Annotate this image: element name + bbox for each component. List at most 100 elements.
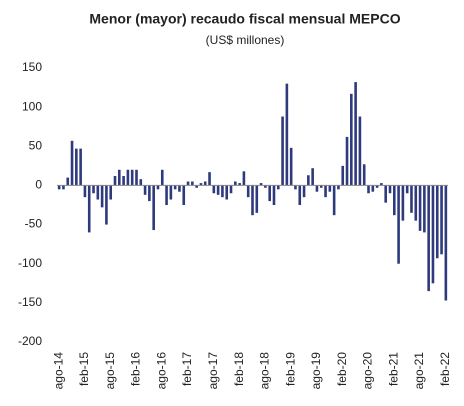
- bar: [148, 185, 151, 202]
- bar: [105, 185, 108, 225]
- bar: [113, 176, 117, 186]
- bar: [358, 116, 362, 186]
- bar: [392, 185, 396, 216]
- bar: [66, 177, 70, 186]
- bar: [79, 148, 82, 186]
- bar: [414, 185, 418, 221]
- x-tick-label: ago-20: [361, 352, 375, 390]
- y-tick-label: 50: [29, 138, 43, 152]
- bar: [289, 147, 293, 186]
- y-tick-label: -50: [25, 217, 43, 231]
- bar: [384, 185, 387, 203]
- bar: [152, 185, 155, 231]
- bar: [272, 185, 276, 205]
- bar: [354, 82, 357, 186]
- bar: [259, 183, 263, 186]
- bar: [324, 185, 327, 198]
- bar: [173, 185, 177, 190]
- bar: [362, 164, 366, 186]
- y-tick-label: -100: [18, 256, 42, 270]
- bar: [423, 185, 426, 233]
- x-tick-label: feb-20: [335, 352, 349, 386]
- bar: [109, 185, 113, 200]
- bar: [135, 169, 138, 186]
- bar: [427, 185, 430, 292]
- bar: [397, 185, 400, 264]
- bar: [251, 185, 254, 216]
- x-tick-label: feb-16: [129, 352, 143, 386]
- bar: [75, 148, 78, 186]
- bar: [100, 185, 104, 208]
- bar: [212, 185, 216, 194]
- bar: [246, 185, 250, 198]
- bar: [319, 185, 323, 188]
- bar: [122, 176, 125, 186]
- bar: [345, 136, 349, 186]
- x-tick-label: ago-21: [412, 352, 426, 390]
- bar: [328, 185, 332, 192]
- bar: [298, 185, 302, 205]
- bar: [92, 185, 95, 194]
- y-tick-label: -150: [18, 295, 42, 309]
- bar: [281, 116, 284, 186]
- bar: [268, 185, 271, 202]
- bar: [83, 185, 87, 198]
- bar: [380, 183, 383, 186]
- bar: [96, 185, 100, 200]
- bar: [315, 185, 319, 192]
- bar: [229, 185, 233, 194]
- x-tick-label: feb-17: [180, 352, 194, 386]
- y-tick-label: 0: [35, 178, 42, 192]
- bar: [418, 185, 422, 231]
- bar: [350, 93, 353, 186]
- bar: [208, 172, 211, 186]
- bar: [294, 185, 297, 190]
- bar: [401, 185, 405, 221]
- bar: [440, 185, 443, 255]
- bar: [57, 185, 61, 190]
- bar: [238, 183, 241, 186]
- x-tick-label: feb-21: [386, 352, 400, 386]
- chart-subtitle: (US$ millones): [206, 33, 285, 47]
- bar: [332, 185, 336, 216]
- bar: [302, 185, 306, 198]
- bar: [234, 181, 237, 186]
- bar: [285, 83, 289, 186]
- bar: [160, 169, 164, 186]
- bar: [87, 185, 91, 233]
- bar: [375, 185, 379, 188]
- bar: [130, 169, 134, 186]
- x-tick-label: feb-22: [438, 352, 452, 386]
- bar: [242, 171, 246, 186]
- x-tick-label: ago-18: [258, 352, 272, 390]
- chart-title: Menor (mayor) recaudo fiscal mensual MEP…: [89, 11, 400, 27]
- x-tick-label: feb-19: [283, 352, 297, 386]
- bar: [62, 185, 65, 190]
- bar: [337, 185, 340, 190]
- bar: [203, 181, 207, 186]
- x-tick-label: ago-16: [154, 352, 168, 390]
- x-tick-label: ago-15: [103, 352, 117, 390]
- bar: [311, 168, 314, 186]
- bar: [156, 185, 160, 190]
- bar: [169, 185, 173, 200]
- x-tick-label: feb-15: [77, 352, 91, 386]
- x-tick-label: ago-14: [51, 352, 65, 390]
- bar: [216, 185, 220, 195]
- bar: [388, 185, 392, 194]
- bar: [195, 185, 198, 188]
- bar: [435, 185, 439, 259]
- bar: [191, 181, 194, 186]
- bar: [367, 185, 370, 194]
- y-tick-label: 150: [22, 60, 42, 74]
- y-tick-label: 100: [22, 99, 42, 113]
- bar: [405, 185, 409, 194]
- x-tick-label: feb-18: [232, 352, 246, 386]
- bar: [276, 185, 280, 190]
- x-tick-label: ago-17: [206, 352, 220, 390]
- bar: [199, 183, 203, 186]
- bar: [307, 175, 310, 186]
- x-tick-label: ago-19: [309, 352, 323, 390]
- bar: [371, 185, 375, 192]
- bar: [444, 185, 448, 301]
